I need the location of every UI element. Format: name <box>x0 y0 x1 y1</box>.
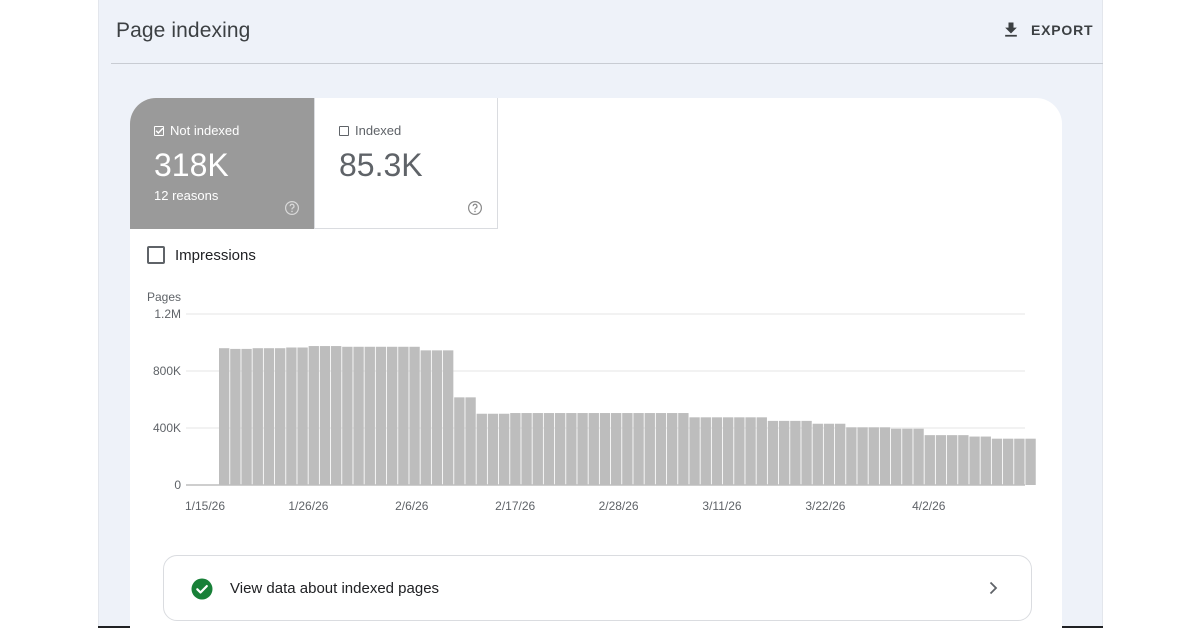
metric-label: Indexed <box>355 123 402 138</box>
metric-value: 318K <box>154 147 229 183</box>
help-icon[interactable] <box>467 200 483 216</box>
indexed-pages-link[interactable]: View data about indexed pages <box>163 555 1032 621</box>
indexed-pages-link-label: View data about indexed pages <box>230 580 440 597</box>
impressions-toggle[interactable]: Impressions <box>147 246 256 264</box>
metric-label: Not indexed <box>170 123 240 138</box>
download-icon <box>1005 22 1017 37</box>
metric-subtext: 12 reasons <box>154 188 219 203</box>
checkbox-checked-icon <box>154 125 164 136</box>
chevron-right-icon <box>989 581 998 595</box>
metric-value: 85.3K <box>339 147 423 183</box>
impressions-checkbox[interactable] <box>147 246 165 264</box>
help-icon[interactable] <box>284 200 300 216</box>
impressions-label: Impressions <box>175 246 256 264</box>
export-label: EXPORT <box>1031 22 1094 38</box>
checkbox-unchecked-icon <box>339 125 349 136</box>
header-divider <box>111 63 1103 64</box>
metric-indexed[interactable]: Indexed 85.3K <box>314 98 498 229</box>
page-title: Page indexing <box>116 19 251 42</box>
metric-not-indexed[interactable]: Not indexed 318K 12 reasons <box>130 98 314 229</box>
export-button[interactable]: EXPORT <box>1001 18 1093 42</box>
check-circle-icon <box>191 578 213 600</box>
